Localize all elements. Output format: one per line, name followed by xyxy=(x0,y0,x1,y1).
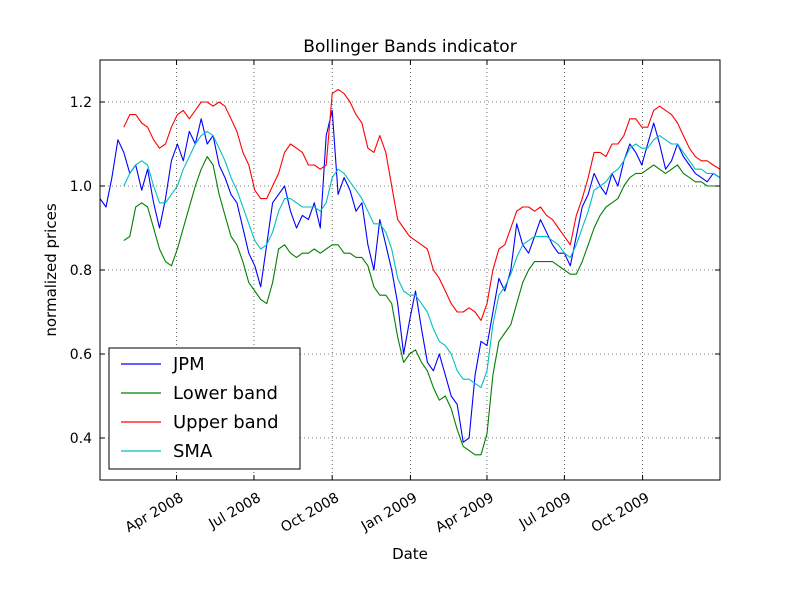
grid xyxy=(100,60,720,480)
legend-box xyxy=(108,347,301,470)
y-tick-label: 0.4 xyxy=(70,431,92,447)
chart-title: Bollinger Bands indicator xyxy=(303,37,516,57)
series-lines xyxy=(99,88,721,456)
legend-label: JPM xyxy=(172,354,205,375)
series-line-upper-band xyxy=(123,88,721,321)
legend: JPM Lower band Upper band SMA xyxy=(108,347,301,470)
y-tick-label: 0.6 xyxy=(70,347,92,363)
y-axis-label: normalized prices xyxy=(42,203,60,336)
x-axis-label: Date xyxy=(392,545,428,563)
y-tick-label: 1.0 xyxy=(70,179,92,195)
series-line-sma xyxy=(123,130,721,389)
legend-label: Lower band xyxy=(173,383,278,404)
series-line-jpm xyxy=(99,109,721,443)
series-line-lower-band xyxy=(123,156,720,456)
y-tick-label: 1.2 xyxy=(70,95,92,111)
legend-label: SMA xyxy=(173,441,213,462)
legend-label: Upper band xyxy=(173,412,279,433)
y-tick-label: 0.8 xyxy=(70,263,92,279)
